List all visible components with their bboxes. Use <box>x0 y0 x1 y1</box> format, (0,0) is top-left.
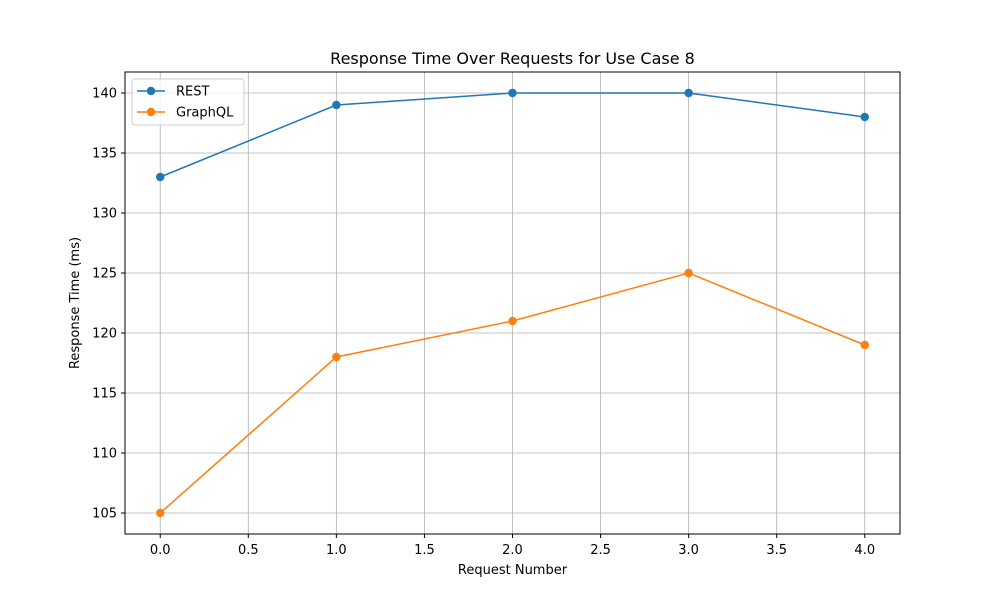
data-point-graphql: GraphQL: 118 <box>332 352 341 362</box>
x-tick-label: 3.5 <box>766 543 787 558</box>
y-tick-label: 105 <box>92 507 117 522</box>
grid <box>125 72 900 534</box>
data-point-graphql: GraphQL: 125 <box>684 268 693 278</box>
y-tick-label: 110 <box>92 447 117 462</box>
data-point-rest: REST: 140 <box>508 88 517 98</box>
x-tick-label: 2.0 <box>502 543 523 558</box>
legend-label-rest: REST <box>176 85 209 100</box>
y-tick-label: 115 <box>92 387 117 402</box>
x-tick-label: 0.0 <box>150 543 171 558</box>
data-point-graphql: GraphQL: 105 <box>156 508 165 518</box>
data-point-graphql: GraphQL: 119 <box>860 340 869 350</box>
data-point-graphql: GraphQL: 121 <box>508 316 517 326</box>
series-layer: REST: 133 REST: 139 REST: 140 REST: 140 REST… <box>156 88 869 518</box>
x-tick-label: 3.0 <box>678 543 699 558</box>
legend-marker-rest <box>146 86 156 96</box>
data-point-rest: REST: 133 <box>156 172 165 182</box>
x-tick-label: 2.5 <box>590 543 611 558</box>
x-tick-label: 0.5 <box>238 543 259 558</box>
chart-title: Response Time Over Requests for Use Case… <box>330 49 695 68</box>
y-axis-label: Response Time (ms) <box>68 237 83 369</box>
x-tick-label: 4.0 <box>854 543 875 558</box>
data-point-rest: REST: 138 <box>860 112 869 122</box>
data-point-rest: REST: 139 <box>332 100 341 110</box>
y-tick-label: 120 <box>92 327 117 342</box>
legend: REST GraphQL <box>131 78 245 126</box>
y-tick-label: 125 <box>92 267 117 282</box>
legend-marker-graphql <box>146 107 156 117</box>
y-tick-label: 135 <box>92 147 117 162</box>
x-tick-label: 1.5 <box>414 543 435 558</box>
ticks: 0.0 0.5 1.0 1.5 2.0 2.5 3.0 3.5 4.0 105 110 115 120 1… <box>92 87 875 559</box>
x-axis-label: Request Number <box>458 563 568 578</box>
y-tick-label: 140 <box>92 87 117 102</box>
data-point-rest: REST: 140 <box>684 88 693 98</box>
y-tick-label: 130 <box>92 207 117 222</box>
x-tick-label: 1.0 <box>326 543 347 558</box>
legend-label-graphql: GraphQL <box>176 106 234 121</box>
